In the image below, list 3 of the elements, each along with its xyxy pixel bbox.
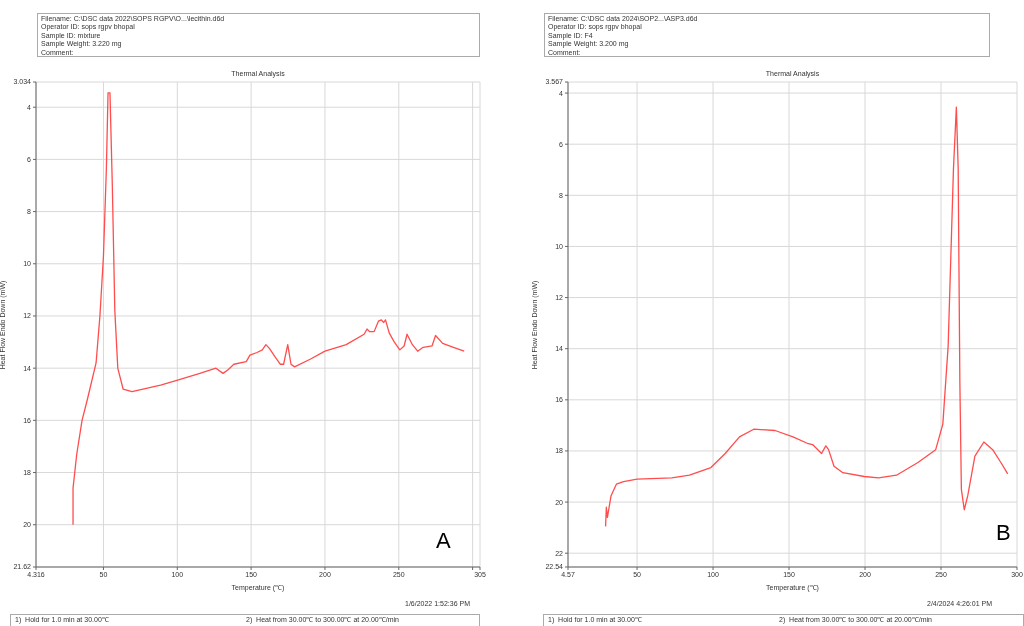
line-series — [72, 92, 465, 526]
annotation: A — [436, 528, 451, 554]
annotation: B — [996, 520, 1011, 546]
